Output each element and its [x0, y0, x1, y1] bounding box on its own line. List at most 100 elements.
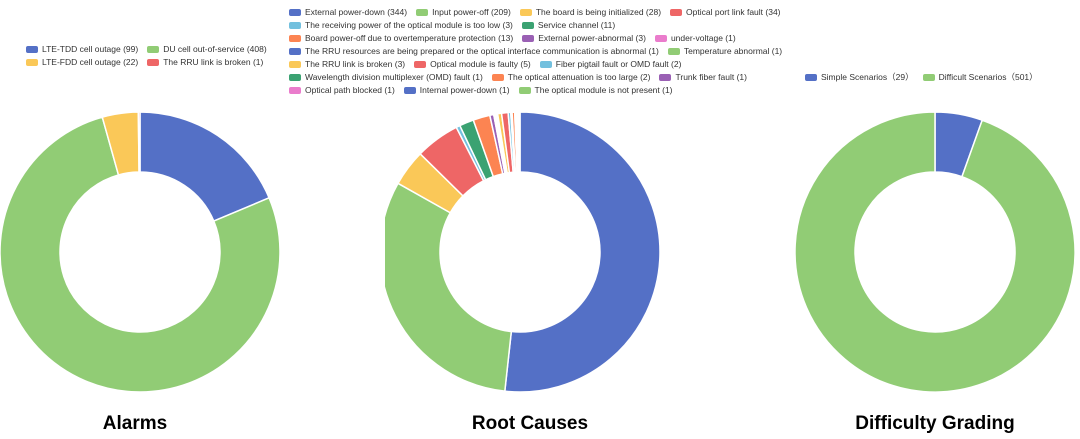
root-causes-donut-chart: [385, 111, 661, 393]
legend-swatch: [289, 87, 301, 94]
legend-swatch: [518, 87, 531, 94]
legend-swatch: [805, 74, 817, 81]
legend-label: LTE-FDD cell outage (22): [42, 57, 139, 67]
root-cause-legend-item-the-optical-attenuation-is-too-large[interactable]: The optical attenuation is too large (2): [491, 71, 651, 84]
legend-swatch: [491, 74, 504, 81]
legend-swatch: [26, 46, 38, 53]
alarms-legend-item-lte-tdd-cell-outage[interactable]: LTE-TDD cell outage (99): [26, 43, 138, 56]
legend-label: Optical module is faulty (5): [430, 59, 531, 69]
legend-swatch: [539, 61, 552, 68]
legend-label: The RRU link is broken (3): [305, 59, 406, 69]
legend-label: Internal power-down (1): [419, 85, 510, 95]
legend-swatch: [519, 9, 532, 16]
legend-swatch: [289, 22, 301, 29]
legend-swatch: [667, 48, 680, 55]
legend-swatch: [414, 61, 427, 68]
root-cause-legend-item-the-optical-module-is-not-present[interactable]: The optical module is not present (1): [518, 84, 673, 97]
root-cause-legend-item-temperature-abnormal[interactable]: Temperature abnormal (1): [667, 45, 783, 58]
root-cause-legend-item-wavelength-division-multiplexer-omd-faul[interactable]: Wavelength division multiplexer (OMD) fa…: [289, 71, 483, 84]
alarms-legend-item-lte-fdd-cell-outage[interactable]: LTE-FDD cell outage (22): [26, 56, 138, 69]
root-cause-legend-row: Board power-off due to overtemperature p…: [289, 32, 791, 45]
legend-label: Wavelength division multiplexer (OMD) fa…: [305, 72, 483, 82]
legend-swatch: [289, 48, 301, 55]
alarms-slice-the-rru-link-is-broken[interactable]: [137, 111, 141, 173]
root-cause-legend-item-the-receiving-power-of-the-optical-modul[interactable]: The receiving power of the optical modul…: [289, 19, 513, 32]
legend-label: Trunk fiber fault (1): [675, 72, 747, 82]
root-cause-legend-row: The receiving power of the optical modul…: [289, 19, 791, 32]
legend-swatch: [654, 35, 667, 42]
difficulty-legend-item-simple-scenarios[interactable]: Simple Scenarios（29）: [805, 71, 914, 84]
root-cause-legend-item-input-power-off[interactable]: Input power-off (209): [416, 6, 511, 19]
difficulty-slice-difficult-scenarios[interactable]: [794, 111, 1076, 393]
legend-swatch: [289, 74, 301, 81]
root-cause-legend-row: Wavelength division multiplexer (OMD) fa…: [289, 71, 791, 84]
root-causes-chart-panel: External power-down (344) Input power-off…: [280, 0, 790, 439]
alarms-slice-du-cell-out-of-service[interactable]: [0, 116, 281, 393]
root-cause-legend-row: Optical path blocked (1) Internal power-d…: [289, 84, 791, 97]
root-cause-legend-item-the-rru-resources-are-being-prepared-or-[interactable]: The RRU resources are being prepared or …: [289, 45, 659, 58]
root-cause-legend-row: The RRU link is broken (3) Optical module…: [289, 58, 791, 71]
alarms-chart-panel: LTE-TDD cell outage (99) DU cell out-of-s…: [0, 0, 290, 439]
difficulty-donut-chart: [794, 111, 1076, 393]
root-causes-chart-title: Root Causes: [471, 413, 589, 434]
legend-label: The optical module is not present (1): [534, 85, 673, 95]
root-cause-legend-item-the-board-is-being-initialized[interactable]: The board is being initialized (28): [519, 6, 662, 19]
alarms-legend: LTE-TDD cell outage (99) DU cell out-of-s…: [26, 43, 276, 69]
root-cause-slice-input-power-off[interactable]: [385, 182, 513, 392]
legend-label: Difficult Scenarios（501）: [938, 72, 1038, 82]
root-cause-legend-item-optical-port-link-fault[interactable]: Optical port link fault (34): [670, 6, 781, 19]
legend-label: Optical path blocked (1): [305, 85, 395, 95]
legend-label: The board is being initialized (28): [535, 7, 662, 17]
root-cause-legend-item-board-power-off-due-to-overtemperature-p[interactable]: Board power-off due to overtemperature p…: [289, 32, 513, 45]
legend-label: Board power-off due to overtemperature p…: [305, 33, 514, 43]
root-causes-legend: External power-down (344) Input power-off…: [289, 6, 791, 97]
legend-label: LTE-TDD cell outage (99): [42, 44, 139, 54]
difficulty-chart-panel: Simple Scenarios（29） Difficult Scenarios（…: [790, 0, 1080, 439]
legend-swatch: [521, 22, 534, 29]
root-cause-legend-item-the-rru-link-is-broken[interactable]: The RRU link is broken (3): [289, 58, 405, 71]
legend-label: Optical port link fault (34): [686, 7, 781, 17]
legend-swatch: [289, 61, 301, 68]
legend-label: The RRU resources are being prepared or …: [305, 46, 659, 56]
legend-label: Temperature abnormal (1): [683, 46, 783, 56]
root-cause-legend-row: The RRU resources are being prepared or …: [289, 45, 791, 58]
root-cause-legend-item-optical-path-blocked[interactable]: Optical path blocked (1): [289, 84, 395, 97]
difficulty-legend: Simple Scenarios（29） Difficult Scenarios（…: [805, 71, 1047, 84]
root-cause-legend-item-service-channel[interactable]: Service channel (11): [521, 19, 616, 32]
alarms-legend-row: LTE-FDD cell outage (22) The RRU link is …: [26, 56, 276, 69]
root-cause-legend-item-under-voltage[interactable]: under-voltage (1): [654, 32, 736, 45]
legend-label: Simple Scenarios（29）: [821, 72, 914, 82]
legend-swatch: [416, 9, 429, 16]
alarms-legend-row: LTE-TDD cell outage (99) DU cell out-of-s…: [26, 43, 276, 56]
legend-swatch: [403, 87, 416, 94]
legend-swatch: [147, 59, 160, 66]
alarms-donut-chart: [0, 111, 281, 393]
alarms-chart-title: Alarms: [102, 413, 168, 434]
difficulty-chart-title: Difficulty Grading: [855, 413, 1015, 434]
root-cause-legend-item-external-power-abnormal[interactable]: External power-abnormal (3): [522, 32, 646, 45]
root-cause-legend-item-optical-module-is-faulty[interactable]: Optical module is faulty (5): [414, 58, 531, 71]
root-cause-legend-item-external-power-down[interactable]: External power-down (344): [289, 6, 407, 19]
difficulty-legend-item-difficult-scenarios[interactable]: Difficult Scenarios（501）: [922, 71, 1038, 84]
alarms-slice-lte-tdd-cell-outage[interactable]: [139, 111, 270, 222]
legend-swatch: [26, 59, 38, 66]
alarms-legend-item-the-rru-link-is-broken[interactable]: The RRU link is broken (1): [147, 56, 263, 69]
root-cause-legend-item-trunk-fiber-fault[interactable]: Trunk fiber fault (1): [659, 71, 747, 84]
legend-label: External power-down (344): [305, 7, 408, 17]
alarms-legend-item-du-cell-out-of-service[interactable]: DU cell out-of-service (408): [147, 43, 267, 56]
root-cause-slice-external-power-down[interactable]: [504, 111, 661, 393]
legend-swatch: [922, 74, 935, 81]
root-cause-legend-item-fiber-pigtail-fault-or-omd-fault[interactable]: Fiber pigtail fault or OMD fault (2): [539, 58, 681, 71]
legend-label: The RRU link is broken (1): [163, 57, 264, 67]
legend-swatch: [670, 9, 683, 16]
root-cause-slice-the-optical-module-is-not-present[interactable]: [517, 111, 521, 173]
legend-label: The optical attenuation is too large (2): [507, 72, 651, 82]
legend-swatch: [522, 35, 535, 42]
legend-swatch: [659, 74, 672, 81]
legend-label: DU cell out-of-service (408): [163, 44, 267, 54]
legend-label: Service channel (11): [537, 20, 616, 30]
legend-swatch: [289, 9, 301, 16]
difficulty-legend-row: Simple Scenarios（29） Difficult Scenarios（…: [805, 71, 1047, 84]
legend-label: under-voltage (1): [670, 33, 736, 43]
root-cause-legend-item-internal-power-down[interactable]: Internal power-down (1): [403, 84, 510, 97]
